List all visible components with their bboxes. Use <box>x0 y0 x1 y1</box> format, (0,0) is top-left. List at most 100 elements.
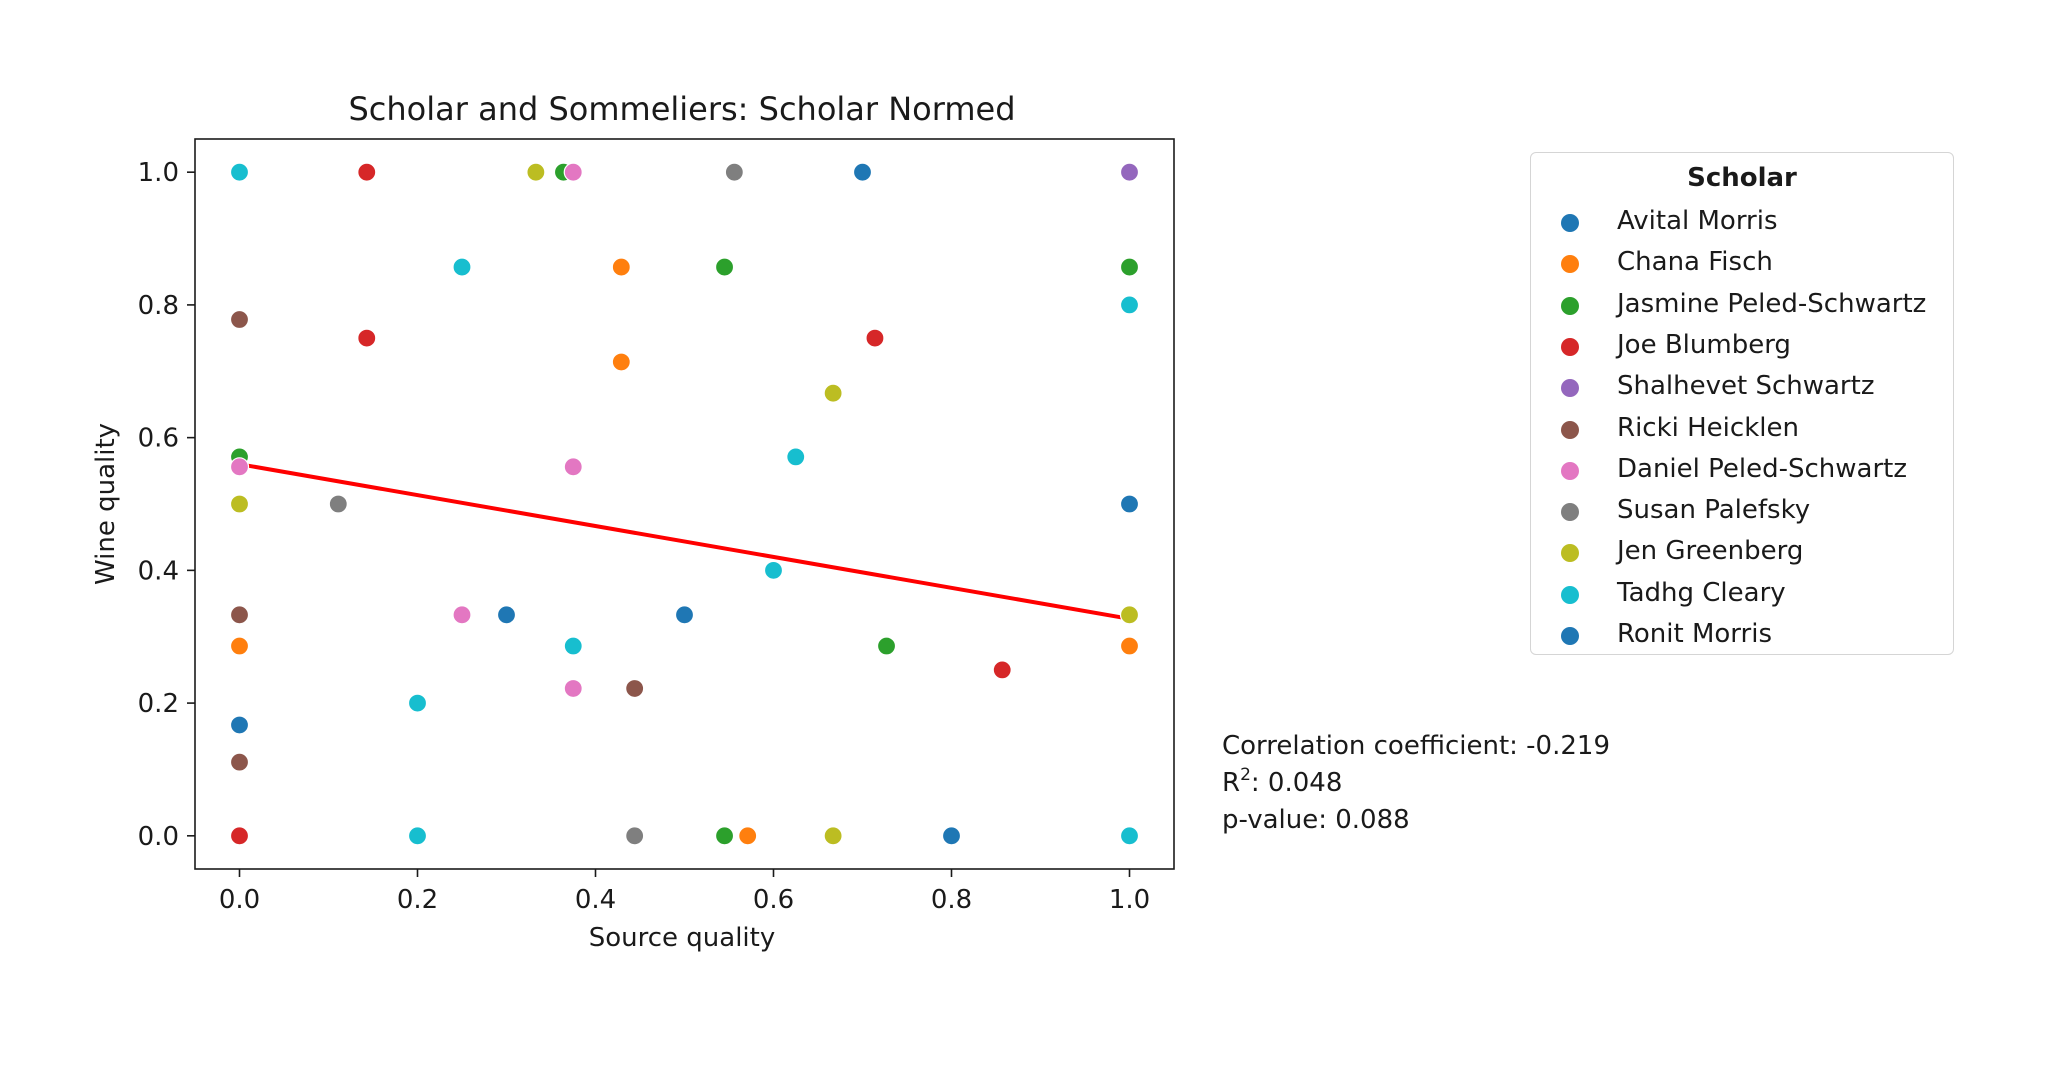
data-point <box>229 494 250 514</box>
data-point <box>452 605 472 625</box>
data-point <box>563 162 583 182</box>
legend-label: Jasmine Peled-Schwartz <box>1617 288 1927 319</box>
data-point <box>357 162 377 182</box>
legend-label: Jen Greenberg <box>1617 536 1804 567</box>
x-axis-label: Source quality <box>589 923 776 953</box>
data-point <box>229 162 250 182</box>
data-point <box>786 447 806 467</box>
data-point <box>229 309 250 330</box>
legend-item: Ronit Morris <box>1531 616 1953 656</box>
legend-item: Tadhg Cleary <box>1531 575 1953 615</box>
legend-item: Jen Greenberg <box>1531 533 1953 573</box>
legend-item: Joe Blumberg <box>1531 327 1953 367</box>
statistics-annotation: Correlation coefficient: -0.219 R2: 0.04… <box>1222 728 1610 839</box>
data-point <box>876 636 897 656</box>
legend-item: Jasmine Peled-Schwartz <box>1531 286 1953 326</box>
legend-marker <box>1561 420 1579 439</box>
x-tick-label: 0.4 <box>575 885 616 915</box>
data-point <box>229 826 250 846</box>
data-point <box>229 605 250 625</box>
x-tick-label: 0.0 <box>219 885 260 915</box>
data-point <box>1119 257 1140 277</box>
legend-label: Susan Palefsky <box>1617 495 1811 526</box>
legend-label: Daniel Peled-Schwartz <box>1617 453 1907 484</box>
data-point <box>229 752 250 772</box>
legend-label: Tadhg Cleary <box>1617 577 1786 608</box>
legend-title: Scholar <box>1687 163 1797 193</box>
y-tick-label: 0.6 <box>138 424 179 454</box>
r-squared-value: : 0.048 <box>1250 768 1343 798</box>
x-tick-label: 1.0 <box>1109 885 1150 915</box>
legend-label: Chana Fisch <box>1617 247 1773 278</box>
data-point <box>674 605 695 625</box>
legend-marker <box>1561 544 1579 563</box>
data-point <box>611 257 631 277</box>
y-tick-label: 0.8 <box>138 291 179 321</box>
data-point <box>407 693 428 713</box>
data-point <box>357 328 377 348</box>
data-point <box>738 826 758 846</box>
data-point <box>229 715 250 735</box>
data-point <box>611 352 631 372</box>
data-point <box>763 560 784 580</box>
data-point <box>328 494 348 514</box>
legend-label: Shalhevet Schwartz <box>1617 371 1875 402</box>
regression-line-group <box>239 462 1130 621</box>
y-tick-label: 0.2 <box>138 689 179 719</box>
data-point <box>852 162 873 182</box>
plot-area-background <box>195 139 1174 869</box>
data-point <box>1119 605 1140 625</box>
p-value: p-value: 0.088 <box>1222 805 1410 835</box>
legend-item: Shalhevet Schwartz <box>1531 368 1953 408</box>
legend-item: Chana Fisch <box>1531 244 1953 284</box>
r-squared-prefix: R <box>1222 768 1241 798</box>
legend-marker <box>1561 627 1579 645</box>
data-point <box>625 826 645 846</box>
legend-marker <box>1561 214 1579 232</box>
data-point <box>992 660 1012 680</box>
regression-line <box>239 462 1130 621</box>
data-point <box>229 457 250 477</box>
legend-item: Daniel Peled-Schwartz <box>1531 451 1953 491</box>
x-axis: 0.0 0.2 0.4 0.6 0.8 1.0 <box>219 869 1150 915</box>
data-point <box>407 826 428 846</box>
data-point <box>452 257 472 277</box>
legend-marker <box>1561 585 1579 604</box>
r-squared-exponent: 2 <box>1240 765 1251 785</box>
y-axis: 0.0 0.2 0.4 0.6 0.8 1.0 <box>138 158 195 852</box>
data-point <box>563 457 583 477</box>
legend-marker <box>1561 379 1579 398</box>
data-point <box>714 826 735 846</box>
chart-legend: Scholar Avital Morris Chana Fisch Jasmine … <box>1530 152 1954 655</box>
legend-marker <box>1561 255 1579 274</box>
legend-marker <box>1561 503 1579 522</box>
data-point <box>229 636 250 656</box>
y-tick-label: 0.0 <box>138 822 179 852</box>
x-tick-label: 0.8 <box>931 885 972 915</box>
legend-item: Susan Palefsky <box>1531 492 1953 532</box>
legend-label: Joe Blumberg <box>1617 329 1791 360</box>
data-point <box>563 636 583 656</box>
x-tick-label: 0.6 <box>753 885 794 915</box>
legend-label: Ricki Heicklen <box>1617 412 1799 443</box>
data-point <box>1119 636 1140 656</box>
data-point <box>526 162 546 182</box>
r-squared: R2: 0.048 <box>1222 765 1610 802</box>
data-point <box>941 826 962 846</box>
data-point <box>496 605 517 625</box>
data-point <box>1119 162 1140 182</box>
data-point <box>1119 826 1140 846</box>
data-point <box>865 328 885 348</box>
chart-title: Scholar and Sommeliers: Scholar Normed <box>348 90 1015 128</box>
data-point <box>724 162 744 182</box>
data-points-group <box>229 162 1140 846</box>
legend-label: Avital Morris <box>1617 206 1778 236</box>
data-point <box>1119 494 1140 514</box>
data-point <box>563 678 583 699</box>
correlation-coefficient: Correlation coefficient: -0.219 <box>1222 731 1610 761</box>
legend-item: Ricki Heicklen <box>1531 410 1953 450</box>
legend-marker <box>1561 461 1579 480</box>
data-point <box>714 257 735 277</box>
legend-marker <box>1561 337 1579 356</box>
